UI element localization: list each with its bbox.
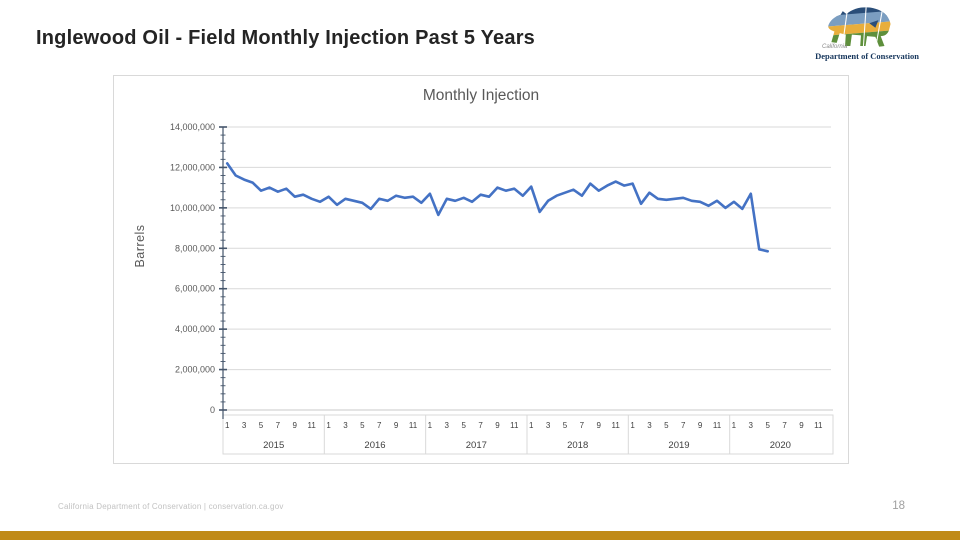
svg-text:7: 7: [377, 421, 382, 430]
svg-text:10,000,000: 10,000,000: [170, 203, 215, 213]
svg-text:1: 1: [630, 421, 635, 430]
svg-text:1: 1: [326, 421, 331, 430]
svg-text:9: 9: [799, 421, 804, 430]
monthly-injection-chart: Monthly Injection Barrels 1 3 5 7 9 11 2015 1 3 5…: [113, 75, 849, 464]
logo-california-text: California: [822, 44, 848, 50]
svg-text:1: 1: [529, 421, 534, 430]
svg-text:9: 9: [394, 421, 399, 430]
svg-text:3: 3: [445, 421, 450, 430]
svg-text:3: 3: [749, 421, 754, 430]
svg-text:2,000,000: 2,000,000: [175, 365, 215, 375]
svg-text:5: 5: [563, 421, 568, 430]
svg-text:5: 5: [664, 421, 669, 430]
svg-text:3: 3: [242, 421, 247, 430]
logo-department-text: Department of Conservation: [815, 51, 919, 61]
svg-text:3: 3: [546, 421, 551, 430]
svg-text:7: 7: [782, 421, 787, 430]
svg-text:5: 5: [360, 421, 365, 430]
svg-text:1: 1: [732, 421, 737, 430]
department-of-conservation-logo: California Department of Conservation: [808, 5, 920, 67]
svg-text:2020: 2020: [770, 440, 791, 451]
svg-text:2015: 2015: [263, 440, 284, 451]
injection-line-series: [225, 162, 770, 253]
svg-text:9: 9: [698, 421, 703, 430]
svg-text:11: 11: [409, 421, 418, 430]
svg-text:1: 1: [225, 421, 230, 430]
bear-logo-icon: [828, 7, 891, 47]
page-title: Inglewood Oil - Field Monthly Injection …: [36, 27, 536, 49]
svg-text:6,000,000: 6,000,000: [175, 284, 215, 294]
svg-text:7: 7: [681, 421, 686, 430]
svg-text:12,000,000: 12,000,000: [170, 162, 215, 172]
bottom-accent-bar: [0, 531, 960, 540]
chart-title: Monthly Injection: [422, 87, 540, 104]
svg-text:0: 0: [210, 405, 215, 415]
svg-text:3: 3: [647, 421, 652, 430]
svg-text:2018: 2018: [567, 440, 588, 451]
slide-footer: California Department of Conservation | …: [58, 502, 284, 511]
svg-text:3: 3: [343, 421, 348, 430]
svg-text:9: 9: [495, 421, 500, 430]
y-tick-labels: 0 2,000,000 4,000,000 6,000,000 8,000,000 10,…: [170, 122, 215, 415]
svg-text:5: 5: [765, 421, 770, 430]
svg-text:11: 11: [713, 421, 722, 430]
svg-text:9: 9: [293, 421, 298, 430]
svg-text:11: 11: [814, 421, 823, 430]
svg-text:5: 5: [461, 421, 466, 430]
svg-text:2017: 2017: [466, 440, 487, 451]
y-axis: [219, 126, 227, 419]
svg-text:7: 7: [276, 421, 281, 430]
svg-text:7: 7: [580, 421, 585, 430]
svg-text:8,000,000: 8,000,000: [175, 243, 215, 253]
svg-text:9: 9: [597, 421, 602, 430]
svg-text:4,000,000: 4,000,000: [175, 324, 215, 334]
svg-text:7: 7: [478, 421, 483, 430]
svg-text:11: 11: [510, 421, 519, 430]
svg-text:11: 11: [308, 421, 317, 430]
page-number: 18: [892, 500, 905, 512]
svg-text:11: 11: [612, 421, 621, 430]
svg-text:5: 5: [259, 421, 264, 430]
svg-text:2019: 2019: [668, 440, 689, 451]
svg-text:14,000,000: 14,000,000: [170, 122, 215, 132]
y-gridlines: [223, 126, 831, 371]
svg-text:1: 1: [428, 421, 433, 430]
svg-text:2016: 2016: [364, 440, 385, 451]
